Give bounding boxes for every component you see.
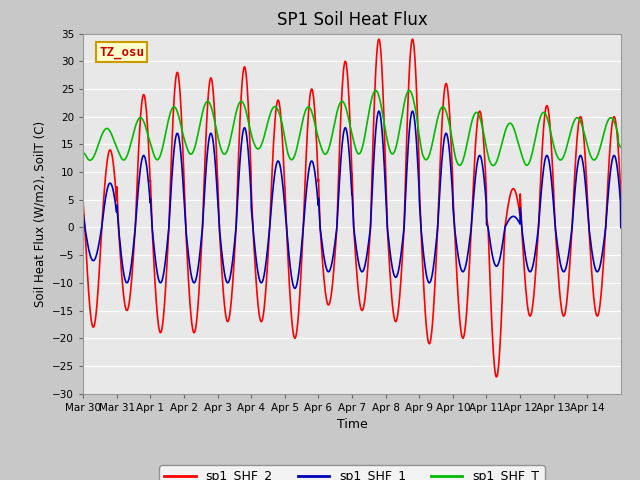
X-axis label: Time: Time: [337, 418, 367, 431]
Text: TZ_osu: TZ_osu: [99, 46, 145, 59]
sp1_SHF_1: [291, 286, 299, 291]
sp1_SHF_T: [372, 88, 380, 94]
sp1_SHF_1: [133, 203, 141, 209]
sp1_SHF_1: [617, 225, 625, 230]
sp1_SHF_1: [249, 225, 257, 230]
sp1_SHF_2: [493, 374, 500, 380]
sp1_SHF_2: [515, 201, 522, 206]
sp1_SHF_1: [375, 108, 383, 114]
sp1_SHF_2: [375, 36, 383, 42]
Line: sp1_SHF_T: sp1_SHF_T: [83, 91, 621, 166]
sp1_SHF_T: [133, 119, 141, 125]
sp1_SHF_T: [385, 142, 392, 148]
sp1_SHF_T: [79, 150, 87, 156]
sp1_SHF_2: [617, 225, 625, 230]
Title: SP1 Soil Heat Flux: SP1 Soil Heat Flux: [276, 11, 428, 29]
sp1_SHF_2: [79, 201, 87, 206]
sp1_SHF_1: [545, 156, 552, 161]
sp1_SHF_2: [545, 108, 552, 114]
sp1_SHF_T: [545, 120, 552, 125]
sp1_SHF_T: [249, 137, 257, 143]
sp1_SHF_T: [617, 144, 625, 150]
sp1_SHF_1: [610, 153, 618, 159]
sp1_SHF_T: [610, 118, 618, 123]
sp1_SHF_1: [385, 236, 392, 242]
Line: sp1_SHF_1: sp1_SHF_1: [83, 111, 621, 288]
sp1_SHF_2: [133, 185, 141, 191]
sp1_SHF_1: [515, 217, 522, 223]
sp1_SHF_2: [385, 242, 392, 248]
Legend: sp1_SHF_2, sp1_SHF_1, sp1_SHF_T: sp1_SHF_2, sp1_SHF_1, sp1_SHF_T: [159, 465, 545, 480]
sp1_SHF_T: [490, 163, 497, 168]
sp1_SHF_2: [610, 114, 618, 120]
Y-axis label: Soil Heat Flux (W/m2), SoilT (C): Soil Heat Flux (W/m2), SoilT (C): [34, 120, 47, 307]
sp1_SHF_1: [79, 211, 87, 216]
sp1_SHF_T: [515, 140, 522, 145]
Line: sp1_SHF_2: sp1_SHF_2: [83, 39, 621, 377]
sp1_SHF_2: [249, 225, 257, 231]
